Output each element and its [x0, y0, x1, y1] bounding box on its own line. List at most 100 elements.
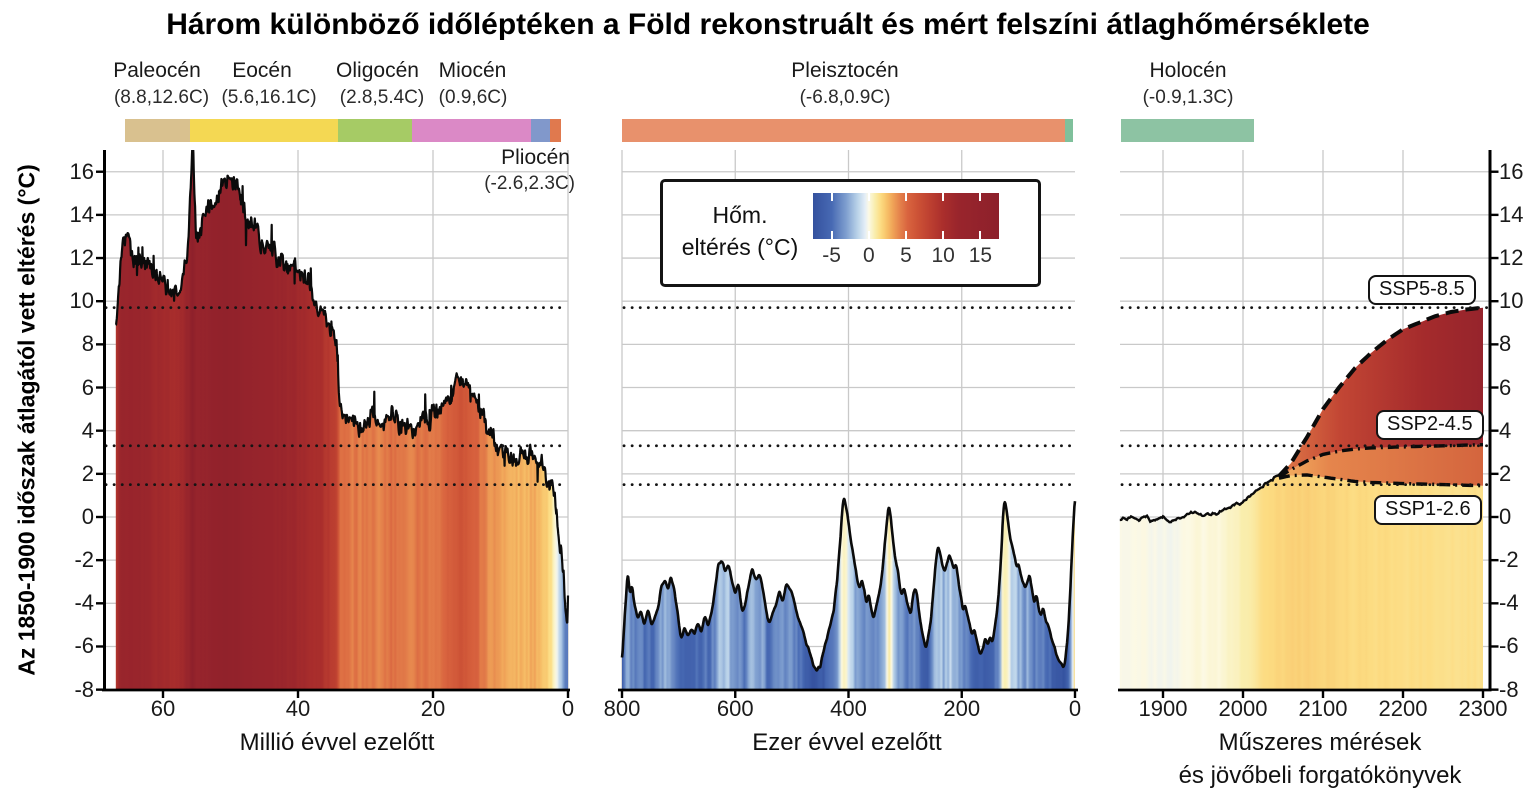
y-tick-label-left: -6	[74, 633, 94, 659]
colorbar-tick-label: 10	[931, 244, 955, 267]
x-tick-label: 0	[1068, 696, 1082, 721]
colorbar-tick	[979, 231, 982, 239]
x-axis-title-thousands: Ezer évvel ezelőtt	[752, 729, 942, 756]
colorbar-tick	[867, 193, 870, 201]
y-tick-label-left: 0	[81, 504, 94, 529]
y-tick-label-left: 10	[69, 288, 94, 314]
colorbar-tick	[979, 193, 982, 201]
x-tick-label: 200	[943, 696, 981, 721]
colorbar-tick	[867, 231, 870, 239]
y-tick-label-right: 2	[1499, 460, 1512, 486]
x-tick-label: 2000	[1218, 696, 1268, 721]
epoch-range-oligocene: (2.8,5.4C)	[339, 87, 425, 108]
epoch-bar-eocene	[190, 119, 338, 142]
epoch-range-eocene: (5.6,16.1C)	[221, 87, 317, 108]
colorbar-tick-label: 0	[862, 244, 875, 267]
epoch-bar-paleocene	[125, 119, 190, 142]
epoch-bar-holocene	[1121, 119, 1254, 142]
legend-label: Hőm. eltérés (°C)	[667, 199, 813, 263]
scenario-label-ssp2: SSP2-4.5	[1376, 410, 1484, 440]
y-tick-label-left: -2	[74, 547, 94, 573]
x-axis-title-instrumental-line2: és jövőbeli forgatókönyvek	[1178, 762, 1462, 789]
y-tick-label-left: 16	[69, 158, 94, 184]
x-tick-label: 0	[561, 696, 575, 721]
panel-pleistocene	[620, 497, 1077, 690]
epoch-bar-miocene	[412, 119, 531, 142]
x-tick-label: 800	[603, 696, 641, 721]
y-tick-label-left: 14	[69, 201, 94, 227]
y-tick-label-right: 14	[1499, 201, 1524, 227]
epoch-range-miocene: (0.9,6C)	[438, 87, 508, 108]
colorbar-tick	[905, 231, 907, 239]
colorbar-tick	[830, 193, 833, 201]
y-tick-label-left: 2	[81, 460, 94, 486]
x-tick-label: 2100	[1298, 696, 1348, 721]
colorbar-tick	[942, 231, 945, 239]
y-tick-label-left: -8	[74, 676, 94, 702]
y-tick-label-right: 8	[1499, 331, 1512, 357]
legend-label-line1: Hőm.	[712, 202, 768, 228]
y-tick-label-right: 12	[1499, 245, 1524, 271]
y-tick-label-right: 4	[1499, 417, 1512, 443]
x-tick-label: 60	[150, 696, 176, 721]
x-tick-label: 1900	[1138, 696, 1188, 721]
colorbar-tick	[942, 193, 945, 201]
epoch-label-pleistocene: Pleisztocén	[791, 59, 899, 82]
y-tick-label-left: 4	[81, 417, 94, 443]
y-tick-label-right: 6	[1499, 374, 1512, 400]
colorbar-tick	[830, 231, 833, 239]
x-axis-title-instrumental-line1: Műszeres mérések	[1218, 729, 1422, 756]
y-tick-label-right: -2	[1499, 547, 1519, 573]
colorbar-tick-label: 5	[900, 244, 912, 267]
y-tick-label-right: 10	[1499, 288, 1524, 314]
ssp5-curve	[1277, 305, 1484, 478]
epoch-range-pleistocene: (-6.8,0.9C)	[799, 87, 891, 108]
y-tick-label-left: -4	[74, 590, 94, 616]
epoch-bar-oligocene	[338, 119, 412, 142]
y-tick-label-right: -6	[1499, 633, 1519, 659]
epoch-range-holocene: (-0.9,1.3C)	[1142, 87, 1234, 108]
y-tick-label-right: 0	[1499, 504, 1512, 529]
y-tick-label-left: 12	[69, 245, 94, 271]
epoch-label-paleocene: Paleocén	[113, 59, 201, 82]
epoch-bar-pliocene	[531, 119, 550, 142]
ssp1-curve	[1278, 473, 1484, 488]
colorbar-legend: Hőm. eltérés (°C) -5 0 5 10 15	[660, 179, 1041, 287]
epoch-label-holocene: Holocén	[1149, 59, 1227, 82]
epoch-range-pliocene: (-2.6,2.3C)	[484, 173, 575, 194]
x-tick-label: 400	[830, 696, 867, 721]
pleistocene-curve	[620, 497, 1077, 672]
epoch-bar-pleistocene-tip	[1065, 119, 1073, 142]
epoch-bar-pliocene-tip	[550, 119, 561, 142]
colorbar-tick-label: 15	[968, 244, 993, 267]
x-tick-label: 2200	[1378, 696, 1428, 721]
y-tick-label-right: -8	[1499, 676, 1519, 702]
epoch-range-paleocene: (8.8,12.6C)	[113, 87, 210, 108]
ssp2-curve	[1278, 443, 1484, 479]
x-tick-label: 40	[285, 696, 311, 721]
y-tick-label-left: 6	[81, 374, 94, 400]
x-tick-label: 2300	[1458, 696, 1508, 721]
x-tick-label: 600	[716, 696, 754, 721]
y-tick-label-right: -4	[1499, 590, 1519, 616]
x-tick-label: 20	[420, 696, 446, 721]
epoch-label-pliocene: Pliocén	[501, 146, 570, 169]
legend-label-line2: eltérés (°C)	[681, 234, 799, 260]
page-title: Három különböző időléptéken a Föld rekon…	[166, 8, 1370, 41]
historical-curve	[1119, 474, 1279, 524]
epoch-label-oligocene: Oligocén	[336, 59, 419, 82]
y-tick-label-left: 8	[81, 331, 94, 357]
panel-deep-time	[115, 150, 570, 690]
colorbar-tick-label: -5	[822, 244, 841, 267]
epoch-bar-pleistocene	[622, 119, 1065, 142]
epoch-label-miocene: Miocén	[438, 59, 507, 82]
x-axis-title-millions: Millió évvel ezelőtt	[239, 729, 435, 756]
y-tick-label-right: 16	[1499, 158, 1524, 184]
scenario-label-ssp5: SSP5-8.5	[1368, 275, 1476, 305]
colorbar-tick	[905, 193, 907, 201]
x-axis-title-instrumental: Műszeres mérések és jövőbeli forgatóköny…	[1135, 726, 1505, 792]
deep-time-curve	[115, 150, 570, 624]
scenario-label-ssp1: SSP1-2.6	[1374, 495, 1482, 525]
